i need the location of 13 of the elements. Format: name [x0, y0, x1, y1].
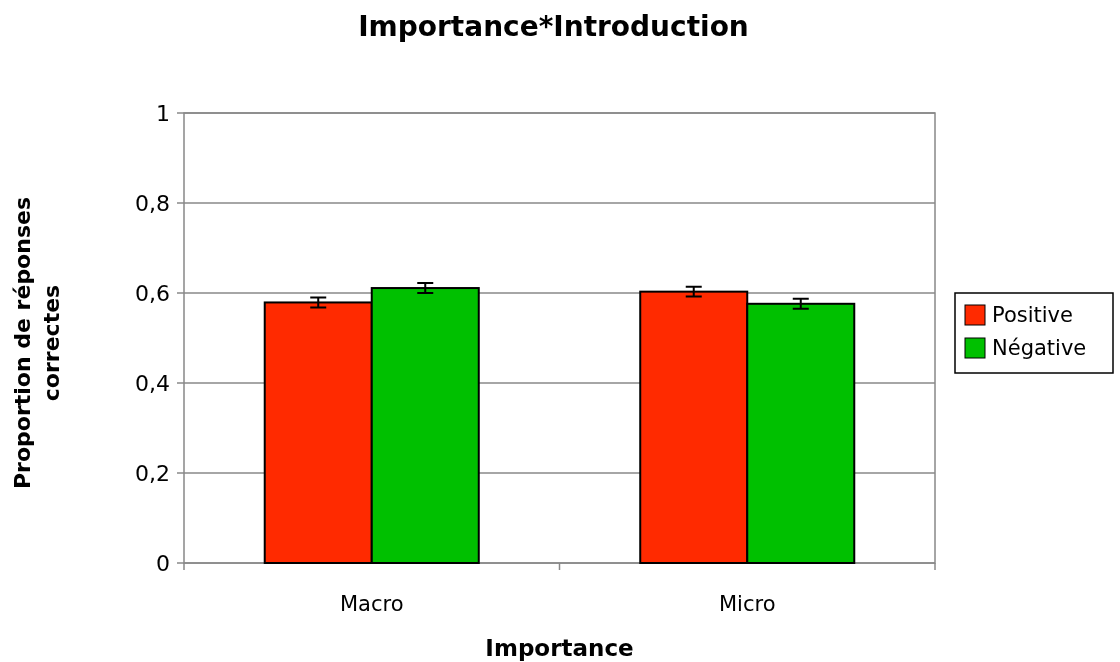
x-axis-title: Importance	[485, 635, 634, 661]
x-tick-label: Macro	[339, 592, 404, 616]
y-tick-label: 0,2	[135, 460, 170, 486]
y-tick-label: 0,6	[135, 280, 170, 306]
y-axis-title: Proportion de réponses correctes	[10, 196, 64, 490]
legend-label: Positive	[992, 303, 1073, 328]
legend-label: Négative	[992, 336, 1087, 361]
y-tick-label: 0,4	[135, 370, 170, 396]
chart-title: Importance*Introduction	[358, 10, 749, 43]
x-tick-label: Micro	[718, 592, 776, 616]
y-tick-label: 0,8	[135, 190, 170, 216]
y-tick-label: 0	[156, 550, 170, 576]
y-tick-label: 1	[156, 100, 170, 126]
